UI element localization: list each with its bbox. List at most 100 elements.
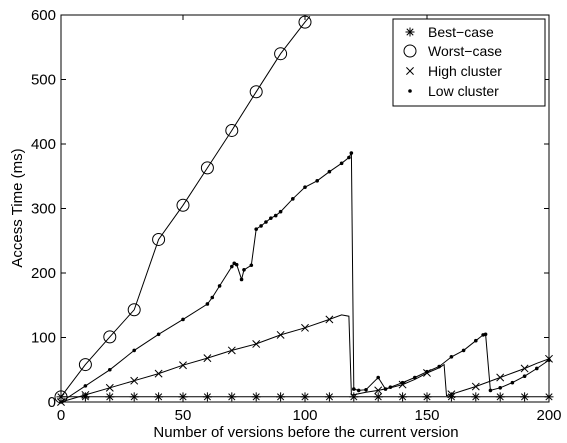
data-point-low-cluster bbox=[347, 155, 351, 160]
data-point-low-cluster bbox=[249, 263, 254, 268]
dot-shape bbox=[449, 355, 454, 359]
dot-shape bbox=[356, 388, 361, 393]
cross-stroke bbox=[406, 67, 414, 75]
data-point-low-cluster bbox=[413, 375, 417, 380]
data-point-best-case bbox=[154, 392, 164, 402]
x-axis-label: Number of versions before the current ve… bbox=[153, 424, 458, 441]
data-point-low-cluster bbox=[156, 332, 161, 337]
data-point-low-cluster bbox=[273, 213, 278, 218]
dot-shape bbox=[488, 388, 493, 393]
data-point-low-cluster bbox=[522, 374, 527, 379]
legend-marker-high-cluster bbox=[406, 67, 414, 75]
data-point-high-cluster bbox=[325, 315, 334, 324]
cross-stroke bbox=[227, 346, 236, 355]
circle-shape bbox=[403, 44, 417, 58]
asterisk-stroke bbox=[374, 393, 382, 401]
dot-shape bbox=[264, 220, 268, 224]
data-point-low-cluster bbox=[242, 267, 246, 272]
legend-label-low-cluster: Low cluster bbox=[428, 83, 499, 99]
data-point-best-case bbox=[105, 392, 115, 402]
dot-shape bbox=[437, 364, 442, 369]
series-line-worst-case bbox=[60, 15, 311, 398]
legend-label-best-case: Best−case bbox=[428, 24, 494, 40]
asterisk-stroke bbox=[106, 393, 114, 401]
legend-markers bbox=[403, 27, 417, 93]
dot-shape bbox=[239, 277, 244, 282]
data-point-high-cluster bbox=[276, 330, 285, 339]
x-tick-label: 50 bbox=[175, 407, 192, 424]
dot-shape bbox=[132, 348, 136, 353]
circle-shape bbox=[176, 198, 190, 212]
cross-stroke bbox=[520, 364, 529, 373]
y-tick-label: 200 bbox=[31, 265, 56, 282]
cross-stroke bbox=[203, 354, 212, 363]
data-point-high-cluster bbox=[81, 390, 90, 399]
data-point-low-cluster bbox=[364, 387, 368, 392]
dot-shape bbox=[413, 375, 417, 380]
series-worst-case bbox=[54, 15, 312, 404]
dot-shape bbox=[205, 302, 210, 306]
data-point-best-case bbox=[495, 392, 505, 402]
data-point-high-cluster bbox=[130, 376, 139, 385]
cross-stroke bbox=[496, 373, 505, 382]
data-point-low-cluster bbox=[210, 295, 215, 300]
data-point-low-cluster bbox=[510, 380, 515, 385]
cross-stroke bbox=[301, 323, 309, 332]
data-point-high-cluster bbox=[105, 383, 114, 392]
dot-shape bbox=[510, 380, 515, 385]
data-point-high-cluster bbox=[447, 390, 456, 399]
data-point-high-cluster bbox=[179, 361, 187, 370]
data-point-low-cluster bbox=[108, 367, 112, 372]
dot-shape bbox=[234, 262, 239, 267]
data-point-high-cluster bbox=[520, 364, 529, 373]
dot-shape bbox=[352, 387, 356, 391]
data-point-worst-case bbox=[249, 85, 263, 99]
legend-marker-low-cluster bbox=[408, 89, 412, 93]
data-point-low-cluster bbox=[259, 224, 263, 228]
data-point-low-cluster bbox=[376, 375, 381, 380]
data-point-worst-case bbox=[78, 358, 92, 372]
data-point-low-cluster bbox=[383, 387, 388, 391]
data-point-low-cluster bbox=[264, 220, 268, 224]
circle-shape bbox=[152, 232, 166, 246]
cross-stroke bbox=[325, 315, 334, 324]
dot-shape bbox=[327, 169, 332, 174]
circle-shape bbox=[200, 161, 214, 175]
asterisk-stroke bbox=[252, 393, 260, 401]
dot-shape bbox=[547, 358, 551, 362]
data-point-high-cluster bbox=[154, 369, 163, 378]
asterisk-stroke bbox=[447, 393, 455, 401]
cross-stroke bbox=[276, 330, 285, 339]
circle-shape bbox=[127, 303, 141, 317]
data-point-low-cluster bbox=[278, 209, 283, 214]
dot-shape bbox=[400, 380, 405, 385]
y-tick-label: 600 bbox=[31, 7, 56, 24]
dot-shape bbox=[217, 284, 222, 288]
cross-stroke bbox=[130, 376, 139, 385]
data-point-high-cluster bbox=[374, 386, 383, 395]
cross-stroke bbox=[374, 386, 383, 395]
data-point-low-cluster bbox=[388, 385, 393, 389]
circle-shape bbox=[274, 47, 288, 61]
asterisk-stroke bbox=[325, 393, 333, 401]
cross-stroke bbox=[252, 339, 261, 348]
data-point-low-cluster bbox=[254, 227, 258, 231]
dot-shape bbox=[259, 224, 263, 228]
data-point-low-cluster bbox=[349, 151, 354, 155]
cross-stroke bbox=[105, 383, 114, 392]
data-point-low-cluster bbox=[498, 386, 503, 390]
dot-shape bbox=[376, 375, 381, 380]
asterisk-stroke bbox=[301, 393, 309, 401]
data-point-low-cluster bbox=[535, 366, 539, 371]
dot-shape bbox=[254, 227, 258, 231]
dot-shape bbox=[483, 332, 488, 337]
data-point-high-cluster bbox=[203, 354, 212, 363]
dot-shape bbox=[156, 332, 161, 337]
dot-shape bbox=[364, 387, 368, 392]
cross-stroke bbox=[81, 390, 90, 399]
data-point-best-case bbox=[276, 392, 286, 402]
data-point-worst-case bbox=[103, 330, 117, 344]
dot-shape bbox=[108, 367, 112, 372]
series-high-cluster bbox=[57, 314, 553, 406]
